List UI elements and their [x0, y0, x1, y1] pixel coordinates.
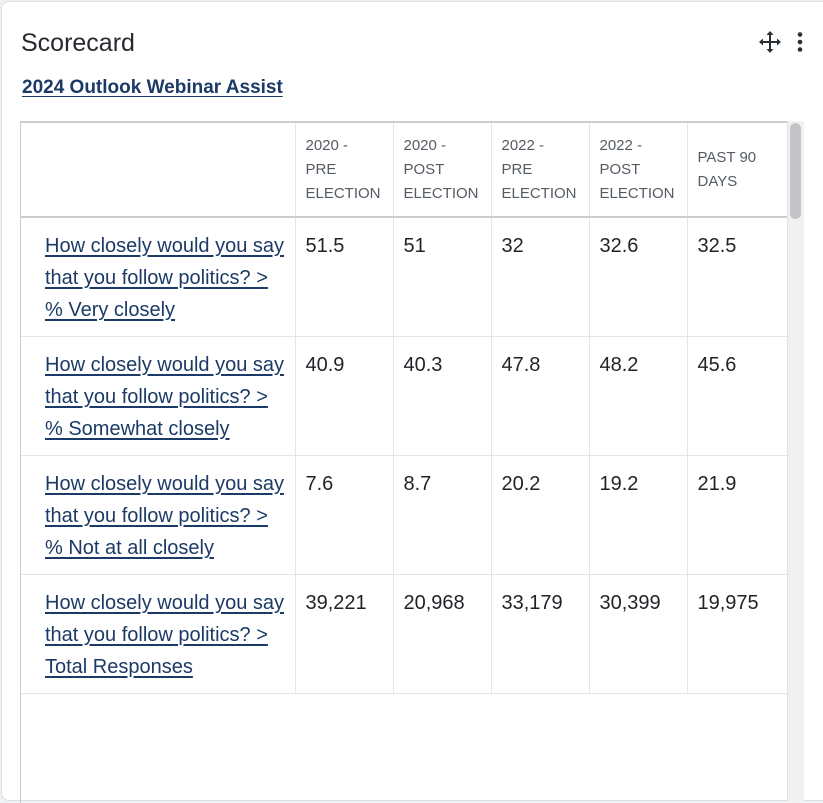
row-label-cell: How closely would you say that you follo… [21, 574, 295, 694]
scrollbar-thumb[interactable] [790, 123, 801, 219]
value-cell: 8.7 [392, 455, 491, 575]
value-cell: 19.2 [588, 455, 687, 575]
value-cell: 45.6 [686, 336, 788, 456]
card-title: Scorecard [21, 29, 135, 57]
value-cell: 32 [490, 217, 589, 337]
value-cell: 20,968 [392, 574, 491, 694]
column-header-2022-pre[interactable]: 2022 - PRE ELECTION [490, 123, 589, 218]
table-row: How closely would you say that you follo… [21, 455, 788, 575]
table-header-row: 2020 - PRE ELECTION 2020 - POST ELECTION… [21, 123, 788, 218]
value-cell: 51 [392, 217, 491, 337]
table-row: How closely would you say that you follo… [21, 217, 788, 337]
value-cell: 40.9 [294, 336, 393, 456]
row-label-cell: How closely would you say that you follo… [21, 336, 295, 456]
column-header-2020-post[interactable]: 2020 - POST ELECTION [392, 123, 491, 218]
column-header-2022-post[interactable]: 2022 - POST ELECTION [588, 123, 687, 218]
row-link-very-closely[interactable]: How closely would you say that you follo… [45, 235, 284, 321]
value-cell: 20.2 [490, 455, 589, 575]
table-scrollbar[interactable] [787, 121, 804, 801]
row-link-not-at-all-closely[interactable]: How closely would you say that you follo… [45, 473, 284, 559]
scorecard-table-container: 2020 - PRE ELECTION 2020 - POST ELECTION… [20, 121, 804, 803]
value-cell: 32.6 [588, 217, 687, 337]
value-cell: 33,179 [490, 574, 589, 694]
row-link-total-responses[interactable]: How closely would you say that you follo… [45, 592, 284, 678]
value-cell: 30,399 [588, 574, 687, 694]
value-cell: 21.9 [686, 455, 788, 575]
move-arrows-icon[interactable] [758, 30, 782, 54]
value-cell: 19,975 [686, 574, 788, 694]
value-cell: 40.3 [392, 336, 491, 456]
value-cell: 48.2 [588, 336, 687, 456]
column-header-past-90-days[interactable]: PAST 90 DAYS [686, 123, 788, 218]
value-cell: 39,221 [294, 574, 393, 694]
row-link-somewhat-closely[interactable]: How closely would you say that you follo… [45, 354, 284, 440]
row-label-cell: How closely would you say that you follo… [21, 455, 295, 575]
row-label-cell: How closely would you say that you follo… [21, 217, 295, 337]
report-link[interactable]: 2024 Outlook Webinar Assist [22, 77, 283, 98]
value-cell: 51.5 [294, 217, 393, 337]
table-row: How closely would you say that you follo… [21, 574, 788, 694]
table-row: How closely would you say that you follo… [21, 336, 788, 456]
value-cell: 47.8 [490, 336, 589, 456]
column-header-2020-pre[interactable]: 2020 - PRE ELECTION [294, 123, 393, 218]
column-header-label [21, 123, 295, 218]
more-vertical-icon[interactable] [791, 31, 809, 53]
value-cell: 7.6 [294, 455, 393, 575]
scorecard-table: 2020 - PRE ELECTION 2020 - POST ELECTION… [21, 123, 788, 694]
value-cell: 32.5 [686, 217, 788, 337]
